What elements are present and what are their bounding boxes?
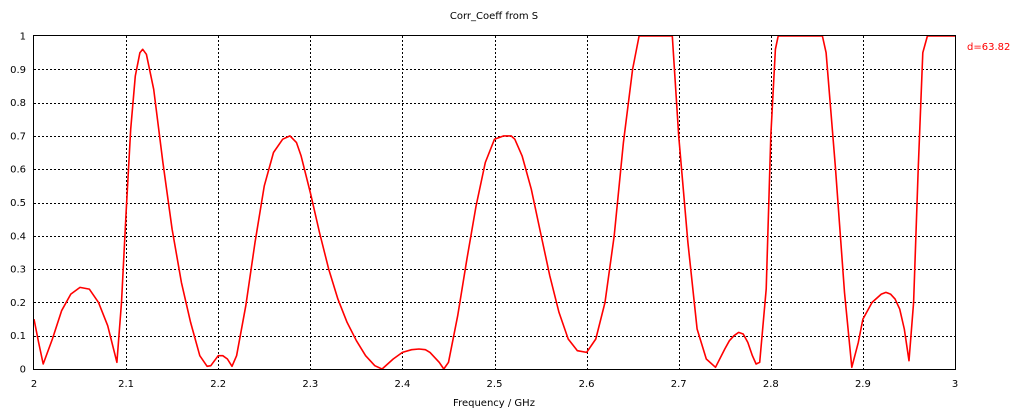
y-tick-label: 0 [20,365,26,376]
x-tick-label: 2.1 [118,379,134,390]
series-line-corr-coeff [33,35,955,370]
y-tick-label: 0.1 [10,331,26,342]
y-tick-label: 0.6 [10,165,26,176]
series-legend-label: d=63.82 [967,42,1010,53]
plot-grid [34,36,955,369]
x-tick-label: 2.8 [763,379,779,390]
y-tick-label: 0.3 [10,265,26,276]
y-tick-label: 0.2 [10,298,26,309]
x-tick-label: 2.3 [302,379,318,390]
series-layer [33,35,955,370]
x-tick-label: 2.6 [579,379,595,390]
x-tick-label: 2.9 [855,379,871,390]
y-axis-ticks: 0 0.1 0.2 0.3 0.4 0.5 0.6 0.7 0.8 0.9 1 [10,32,26,376]
y-tick-label: 0.4 [10,231,26,242]
chart-title: Corr_Coeff from S [450,11,538,22]
x-tick-label: 2.2 [210,379,226,390]
y-tick-label: 0.8 [10,98,26,109]
x-tick-label: 2.7 [671,379,687,390]
x-tick-label: 3 [952,379,958,390]
x-axis-ticks: 2 2.1 2.2 2.3 2.4 2.5 2.6 2.7 2.8 2.9 3 [31,379,958,390]
y-tick-label: 1 [20,32,26,43]
y-tick-label: 0.7 [10,131,26,142]
y-tick-label: 0.9 [10,65,26,76]
x-tick-label: 2.4 [394,379,410,390]
x-axis-label: Frequency / GHz [453,398,535,409]
x-tick-label: 2 [31,379,37,390]
y-tick-label: 0.5 [10,198,26,209]
x-tick-label: 2.5 [487,379,503,390]
plot-frame [33,35,956,370]
